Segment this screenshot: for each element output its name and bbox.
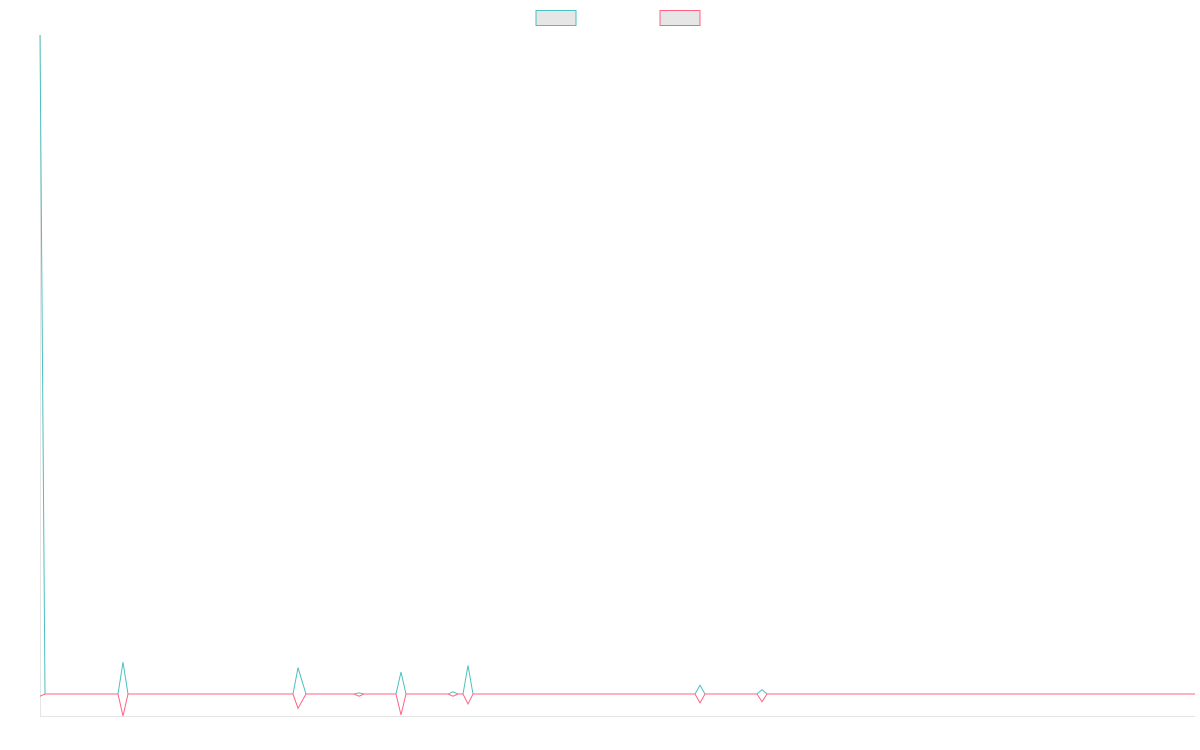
series-line <box>39 34 1195 695</box>
series-line <box>39 693 1195 717</box>
legend-swatch <box>535 10 577 26</box>
legend-swatch <box>659 10 701 26</box>
